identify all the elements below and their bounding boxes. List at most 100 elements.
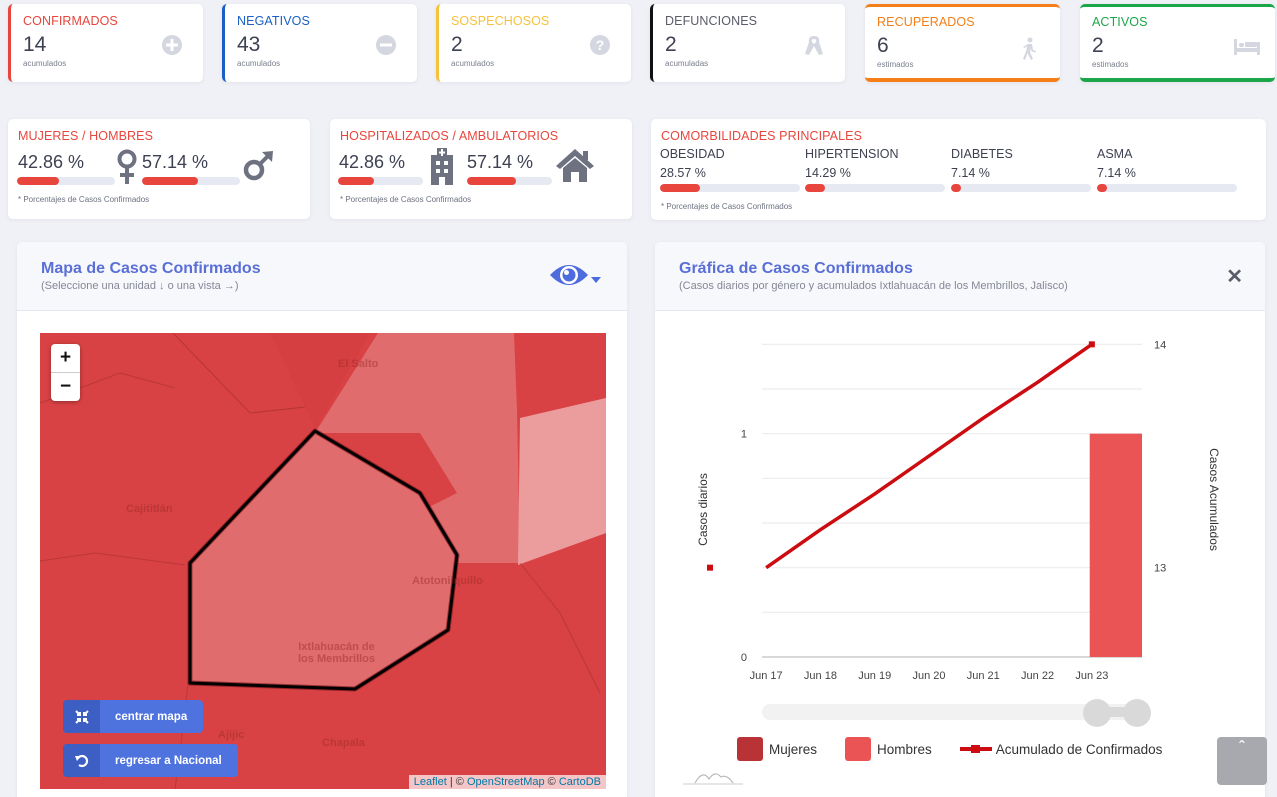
x-tick-label: Jun 19 xyxy=(858,670,891,682)
stat-subtitle: estimados xyxy=(1092,60,1129,69)
stat-subtitle: acumulados xyxy=(23,59,67,68)
comorbidity-obesidad: OBESIDAD 28.57 % xyxy=(660,147,800,192)
region-el-salto[interactable] xyxy=(315,333,520,563)
comorbidity-bar xyxy=(660,184,800,192)
stat-card-activos: ACTIVOS 2 estimados xyxy=(1080,4,1275,82)
range-slider-track[interactable] xyxy=(762,704,1137,720)
hospitalized-bar xyxy=(338,177,423,185)
stat-value: 2 xyxy=(1092,34,1104,57)
home-icon xyxy=(556,149,594,182)
undo-icon xyxy=(63,744,100,777)
stat-title: ACTIVOS xyxy=(1092,15,1148,29)
chart-panel-title: Gráfica de Casos Confirmados xyxy=(679,260,913,277)
y-right-tick-label: 14 xyxy=(1154,339,1166,351)
region-east[interactable] xyxy=(518,398,606,565)
comorbidities-footnote: * Porcentajes de Casos Confirmados xyxy=(661,202,793,211)
cartodb-link[interactable]: CartoDB xyxy=(558,776,601,788)
range-slider-handle-right[interactable] xyxy=(1123,699,1151,727)
attribution-separator: | © xyxy=(446,776,467,788)
stat-subtitle: acumulados xyxy=(451,59,495,68)
close-chart-button[interactable]: ✕ xyxy=(1226,264,1243,289)
comorbidity-percent: 7.14 % xyxy=(951,166,990,180)
comorbidity-percent: 14.29 % xyxy=(805,166,851,180)
place-atotonilquillo: Atotonilquillo xyxy=(412,575,483,587)
stat-subtitle: estimados xyxy=(877,60,914,69)
stat-value: 6 xyxy=(877,34,889,57)
men-percent: 57.14 % xyxy=(142,152,209,172)
center-map-button[interactable]: centrar mapa xyxy=(63,700,204,733)
zoom-in-button[interactable]: + xyxy=(59,347,72,368)
chart-panel-header: Gráfica de Casos Confirmados (Casos diar… xyxy=(655,242,1265,311)
line-acumulado xyxy=(765,342,1093,570)
y-right-tick-label: 13 xyxy=(1154,563,1166,575)
legend-item-hombres[interactable]: Hombres xyxy=(845,737,932,761)
compress-icon xyxy=(63,700,100,733)
comorbidity-bar xyxy=(805,184,945,192)
x-tick-label: Jun 23 xyxy=(1075,670,1108,682)
male-icon xyxy=(243,151,273,181)
osm-link[interactable]: OpenStreetMap xyxy=(466,776,545,788)
range-slider-handle-left[interactable] xyxy=(1083,699,1111,727)
comorbidity-bar xyxy=(951,184,1091,192)
ribbon-icon xyxy=(803,34,825,56)
men-bar-fill xyxy=(142,177,198,185)
stat-title: CONFIRMADOS xyxy=(23,14,118,28)
x-tick-label: Jun 22 xyxy=(1021,670,1054,682)
comorbidities-title: COMORBILIDADES PRINCIPALES xyxy=(661,129,863,143)
comorbidity-label: HIPERTENSION xyxy=(805,147,899,161)
map-panel: Mapa de Casos Confirmados (Seleccione un… xyxy=(17,242,627,797)
map-canvas[interactable]: El Salto Cajititlán Atotonilquillo Ixtla… xyxy=(40,333,606,789)
zoom-out-button[interactable]: − xyxy=(51,372,80,400)
attribution-separator: © xyxy=(544,776,559,788)
legend-item-mujeres[interactable]: Mujeres xyxy=(737,737,817,761)
stat-value: 2 xyxy=(451,33,463,56)
hospitalized-bar-fill xyxy=(338,177,375,185)
comorbidity-percent: 28.57 % xyxy=(660,166,706,180)
line-point xyxy=(707,564,713,571)
stat-card-sospechosos: SOSPECHOSOS 2 acumulados? xyxy=(436,4,631,82)
back-to-national-button[interactable]: regresar a Nacional xyxy=(63,744,238,777)
scroll-to-top-button[interactable]: ˆ xyxy=(1217,737,1267,785)
minus-circle-icon xyxy=(375,34,397,56)
comorbidity-diabetes: DIABETES 7.14 % xyxy=(951,147,1091,192)
legend-item-acumulado[interactable]: Acumulado de Confirmados xyxy=(959,742,1162,757)
region-north[interactable] xyxy=(190,333,380,428)
view-selector[interactable] xyxy=(548,261,601,289)
stat-card-confirmados: CONFIRMADOS 14 acumulados xyxy=(8,4,203,82)
leaflet-link[interactable]: Leaflet xyxy=(413,776,447,788)
y-left-tick-label: 1 xyxy=(741,429,747,441)
caret-down-icon xyxy=(591,277,601,283)
stat-title: SOSPECHOSOS xyxy=(451,14,550,28)
place-ixtlahuacan-line2: los Membrillos xyxy=(298,653,376,665)
women-bar-fill xyxy=(17,177,59,185)
gender-card: MUJERES / HOMBRES 42.86 % 57.14 % * Porc… xyxy=(8,119,310,219)
place-ixtlahuacan: Ixtlahuacán de los Membrillos xyxy=(298,641,375,665)
comorbidity-bar-fill xyxy=(660,184,700,192)
chart-panel-subtitle: (Casos diarios por género y acumulados I… xyxy=(679,280,1068,292)
range-slider-selection[interactable] xyxy=(1107,707,1127,717)
y-right-axis-title: Casos Acumulados xyxy=(1207,448,1221,551)
gender-title: MUJERES / HOMBRES xyxy=(18,129,154,143)
female-icon xyxy=(117,149,137,184)
comorbidity-asma: ASMA 7.14 % xyxy=(1097,147,1237,192)
place-ajijic: Ajijic xyxy=(218,729,245,741)
stat-subtitle: acumulados xyxy=(237,59,281,68)
gender-footnote: * Porcentajes de Casos Confirmados xyxy=(18,195,150,204)
stat-title: DEFUNCIONES xyxy=(665,14,758,28)
region-border xyxy=(40,552,186,566)
legend-line-icon xyxy=(959,745,992,753)
map-panel-title: Mapa de Casos Confirmados xyxy=(41,260,261,277)
region-border xyxy=(172,333,306,414)
zoom-control: + − xyxy=(51,344,80,401)
comorbidity-bar-fill xyxy=(1097,184,1107,192)
ambulatory-bar-fill xyxy=(467,177,516,185)
x-tick-label: Jun 20 xyxy=(912,670,945,682)
hospital-footnote: * Porcentajes de Casos Confirmados xyxy=(340,195,472,204)
bar-hombres xyxy=(1089,433,1142,657)
hospital-title: HOSPITALIZADOS / AMBULATORIOS xyxy=(340,129,559,143)
chart-legend: Mujeres Hombres Acumulado de Confirmados xyxy=(737,737,1190,761)
ambulatory-bar xyxy=(467,177,552,185)
chart-panel: Gráfica de Casos Confirmados (Casos diar… xyxy=(655,242,1265,797)
legend-swatch-mujeres xyxy=(737,737,763,761)
x-tick-label: Jun 17 xyxy=(750,670,783,682)
